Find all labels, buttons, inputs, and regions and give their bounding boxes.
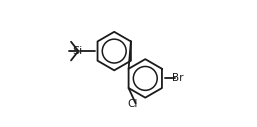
Text: Cl: Cl <box>128 99 138 109</box>
Text: Si: Si <box>72 46 83 56</box>
Text: Br: Br <box>172 73 183 83</box>
